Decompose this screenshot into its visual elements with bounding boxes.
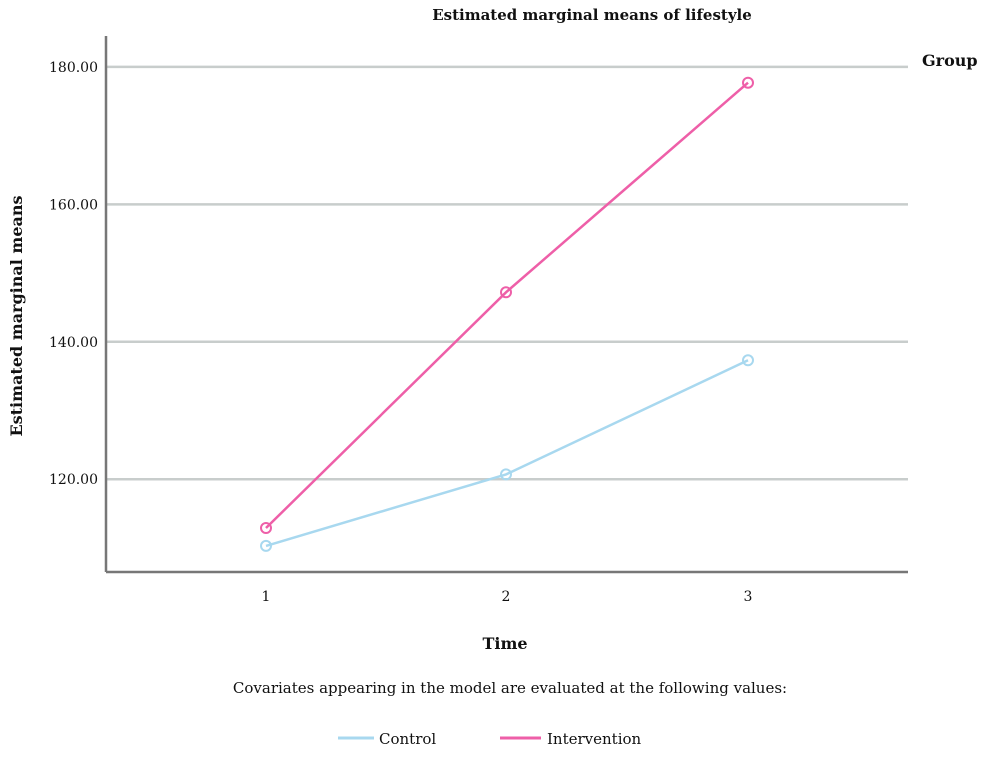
series-intervention (260, 76, 754, 534)
data-point (260, 522, 272, 534)
covariate-note: Covariates appearing in the model are ev… (233, 679, 787, 697)
chart-title: Estimated marginal means of lifestyle (432, 6, 752, 24)
gridlines (106, 65, 908, 481)
data-point (500, 468, 512, 481)
data-point (500, 286, 512, 299)
legend-label: Intervention (547, 730, 642, 748)
x-tick-label: 3 (744, 589, 753, 605)
x-tick-label: 2 (502, 589, 511, 605)
data-point (742, 354, 754, 367)
y-tick-label: 140.00 (49, 335, 98, 351)
y-axis-title: Estimated marginal means (7, 195, 26, 436)
series-control (260, 354, 754, 552)
axes (104, 36, 908, 574)
y-tick-label: 180.00 (49, 60, 98, 76)
y-tick-labels: 120.00 140.00 160.00 180.00 (49, 60, 98, 488)
x-tick-label: 1 (262, 589, 271, 605)
legend-label: Control (379, 730, 436, 748)
data-point (260, 539, 272, 552)
legend-title: Group (922, 51, 978, 70)
x-axis-title: Time (482, 634, 527, 653)
x-tick-labels: 1 2 3 (262, 589, 753, 605)
data-point (742, 76, 754, 89)
series (260, 76, 754, 552)
legend-item-intervention: Intervention (500, 730, 642, 748)
legend-item-control: Control (338, 730, 436, 748)
y-tick-label: 120.00 (49, 472, 98, 488)
legend: Control Intervention (338, 730, 642, 748)
y-tick-label: 160.00 (49, 197, 98, 213)
series-line (265, 81, 749, 529)
series-line (265, 359, 749, 548)
